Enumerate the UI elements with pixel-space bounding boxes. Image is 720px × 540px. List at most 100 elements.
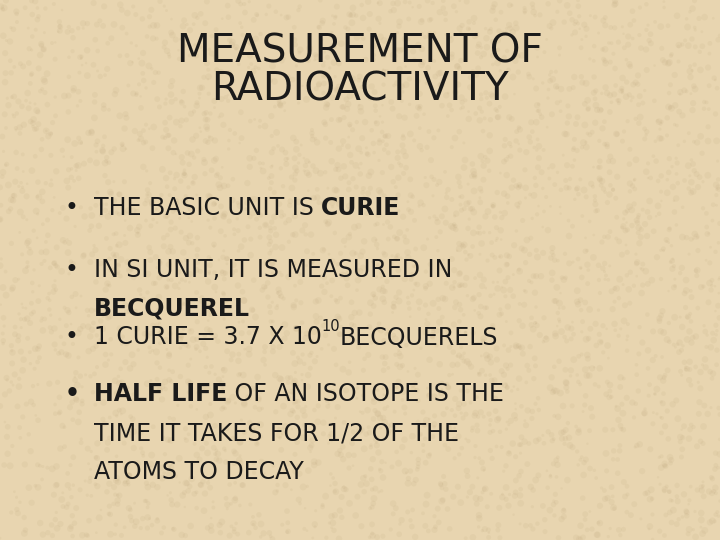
Point <box>168 174 180 183</box>
Point <box>418 244 430 252</box>
Point <box>688 138 700 146</box>
Point <box>593 163 604 172</box>
Point <box>110 230 122 238</box>
Point <box>397 388 409 397</box>
Point <box>612 96 624 105</box>
Point <box>476 367 487 375</box>
Point <box>37 530 49 539</box>
Point <box>62 28 73 36</box>
Point <box>302 168 313 177</box>
Point <box>513 52 524 60</box>
Point <box>217 289 229 298</box>
Point <box>184 379 196 388</box>
Point <box>393 346 405 354</box>
Point <box>77 19 89 28</box>
Point <box>692 485 703 494</box>
Point <box>572 377 584 386</box>
Point <box>344 91 356 100</box>
Point <box>667 496 678 505</box>
Point <box>72 102 84 110</box>
Point <box>577 78 588 87</box>
Point <box>148 422 159 431</box>
Point <box>186 135 198 144</box>
Point <box>40 4 51 13</box>
Point <box>179 169 190 178</box>
Point <box>266 148 277 157</box>
Point <box>604 261 616 270</box>
Point <box>19 460 30 469</box>
Point <box>201 59 212 68</box>
Point <box>45 264 56 272</box>
Point <box>684 365 696 374</box>
Point <box>477 336 489 345</box>
Point <box>631 272 642 280</box>
Point <box>116 531 127 540</box>
Point <box>91 188 103 197</box>
Point <box>650 157 662 165</box>
Point <box>462 291 473 300</box>
Point <box>567 222 578 231</box>
Point <box>553 315 564 324</box>
Point <box>493 503 505 512</box>
Point <box>203 475 215 484</box>
Point <box>205 134 217 143</box>
Point <box>114 324 125 333</box>
Point <box>690 332 702 341</box>
Point <box>641 0 652 9</box>
Point <box>101 200 112 208</box>
Point <box>294 151 305 159</box>
Point <box>504 1 516 10</box>
Point <box>235 416 247 424</box>
Point <box>620 241 631 249</box>
Point <box>510 453 521 461</box>
Point <box>644 522 656 531</box>
Point <box>607 157 618 165</box>
Point <box>680 286 692 295</box>
Point <box>170 150 181 158</box>
Point <box>238 235 250 244</box>
Point <box>122 478 134 487</box>
Point <box>287 387 298 396</box>
Point <box>191 191 202 199</box>
Point <box>547 388 559 396</box>
Point <box>602 198 613 207</box>
Point <box>286 389 297 397</box>
Point <box>510 476 521 485</box>
Point <box>659 461 670 470</box>
Point <box>225 522 237 531</box>
Point <box>315 0 326 4</box>
Point <box>270 242 282 251</box>
Point <box>546 24 557 33</box>
Point <box>220 424 232 433</box>
Point <box>428 212 440 221</box>
Point <box>252 373 264 381</box>
Point <box>332 449 343 458</box>
Point <box>438 265 449 273</box>
Point <box>405 516 416 525</box>
Point <box>264 233 275 241</box>
Point <box>32 233 43 242</box>
Point <box>589 192 600 201</box>
Point <box>449 411 461 420</box>
Point <box>593 276 605 285</box>
Point <box>267 62 279 70</box>
Point <box>297 433 309 442</box>
Point <box>420 458 431 467</box>
Point <box>697 482 708 490</box>
Point <box>414 102 426 111</box>
Point <box>642 489 653 497</box>
Point <box>182 377 194 386</box>
Point <box>37 220 48 228</box>
Point <box>472 369 484 377</box>
Point <box>264 249 276 258</box>
Point <box>459 205 470 213</box>
Point <box>480 371 491 380</box>
Point <box>424 279 436 288</box>
Point <box>141 166 153 175</box>
Point <box>289 376 301 385</box>
Point <box>449 435 460 443</box>
Point <box>588 363 600 372</box>
Point <box>449 395 461 403</box>
Point <box>639 404 651 413</box>
Point <box>166 15 177 23</box>
